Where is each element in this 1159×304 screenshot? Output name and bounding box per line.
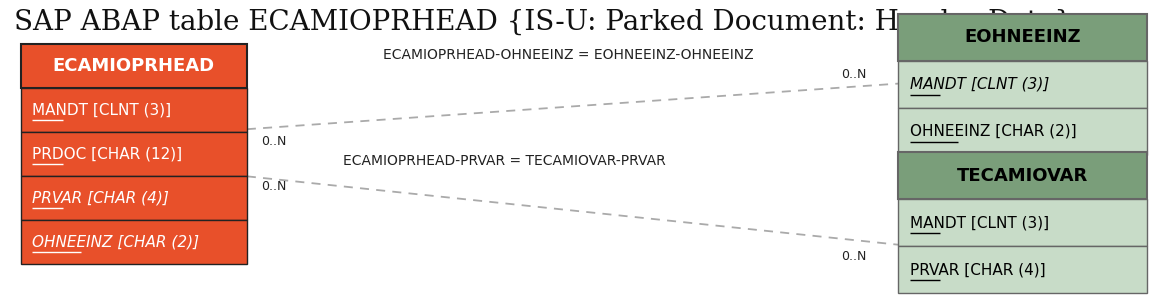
FancyBboxPatch shape	[898, 61, 1147, 108]
FancyBboxPatch shape	[898, 246, 1147, 293]
Text: 0..N: 0..N	[841, 68, 867, 81]
Text: OHNEEINZ [CHAR (2)]: OHNEEINZ [CHAR (2)]	[910, 124, 1077, 139]
Text: PRVAR [CHAR (4)]: PRVAR [CHAR (4)]	[32, 191, 169, 206]
Text: SAP ABAP table ECAMIOPRHEAD {IS-U: Parked Document: Header Data}: SAP ABAP table ECAMIOPRHEAD {IS-U: Parke…	[14, 9, 1072, 36]
Text: EOHNEEINZ: EOHNEEINZ	[964, 28, 1081, 46]
FancyBboxPatch shape	[21, 220, 247, 264]
FancyBboxPatch shape	[898, 152, 1147, 199]
FancyBboxPatch shape	[898, 108, 1147, 155]
Text: 0..N: 0..N	[261, 181, 286, 193]
Text: TECAMIOVAR: TECAMIOVAR	[957, 167, 1088, 185]
FancyBboxPatch shape	[21, 88, 247, 132]
Text: MANDT [CLNT (3)]: MANDT [CLNT (3)]	[910, 215, 1049, 230]
FancyBboxPatch shape	[21, 44, 247, 88]
Text: PRDOC [CHAR (12)]: PRDOC [CHAR (12)]	[32, 147, 183, 162]
Text: ECAMIOPRHEAD: ECAMIOPRHEAD	[53, 57, 214, 75]
Text: ECAMIOPRHEAD-PRVAR = TECAMIOVAR-PRVAR: ECAMIOPRHEAD-PRVAR = TECAMIOVAR-PRVAR	[343, 154, 665, 168]
Text: PRVAR [CHAR (4)]: PRVAR [CHAR (4)]	[910, 262, 1045, 277]
FancyBboxPatch shape	[898, 199, 1147, 246]
Text: 0..N: 0..N	[841, 250, 867, 263]
FancyBboxPatch shape	[21, 176, 247, 220]
Text: ECAMIOPRHEAD-OHNEEINZ = EOHNEEINZ-OHNEEINZ: ECAMIOPRHEAD-OHNEEINZ = EOHNEEINZ-OHNEEI…	[382, 48, 753, 62]
Text: MANDT [CLNT (3)]: MANDT [CLNT (3)]	[910, 77, 1049, 92]
Text: MANDT [CLNT (3)]: MANDT [CLNT (3)]	[32, 103, 172, 118]
Text: OHNEEINZ [CHAR (2)]: OHNEEINZ [CHAR (2)]	[32, 235, 199, 250]
FancyBboxPatch shape	[898, 14, 1147, 61]
FancyBboxPatch shape	[21, 132, 247, 176]
Text: 0..N: 0..N	[261, 135, 286, 148]
